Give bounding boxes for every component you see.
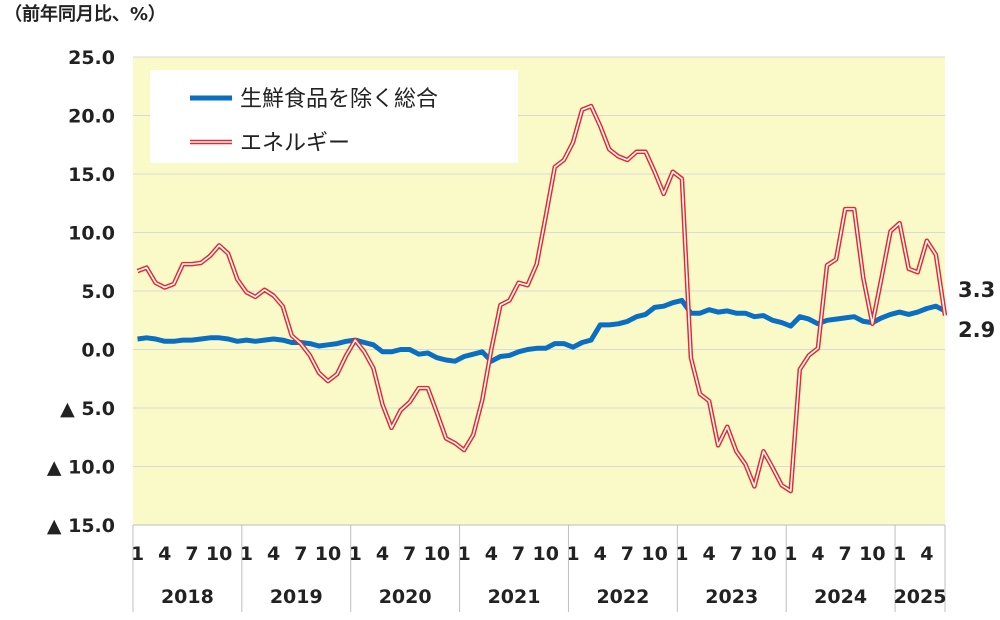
series-line-core [137,105,946,492]
x-tick-label: 4 [702,543,715,565]
x-tick-label: 7 [730,543,743,565]
x-tick-label: 10 [859,543,885,565]
year-label: 2024 [814,586,867,608]
x-tick-label: 1 [457,543,470,565]
y-tick-label: 0.0 [81,340,115,362]
legend-label: 生鮮食品を除く総合 [240,87,438,112]
x-tick-label: 4 [920,543,933,565]
x-tick-label: 7 [403,543,416,565]
x-tick-label: 10 [315,543,341,565]
x-tick-label: 7 [185,543,198,565]
y-tick-label: ▲ 5.0 [60,398,115,420]
x-tick-label: 1 [131,543,144,565]
y-tick-label: 5.0 [81,281,115,303]
year-label: 2023 [705,586,758,608]
value-label: 3.3 [958,278,995,302]
y-tick-label: 20.0 [68,106,115,128]
x-tick-label: 1 [784,543,797,565]
x-tick-label: 10 [206,543,232,565]
x-tick-label: 4 [376,543,389,565]
y-tick-label: 15.0 [68,164,115,186]
series-line [137,297,947,364]
x-tick-label: 10 [424,543,450,565]
x-tick-label: 7 [294,543,307,565]
y-tick-label: 25.0 [68,47,115,69]
year-label: 2022 [596,586,649,608]
y-tick-label: ▲ 15.0 [47,515,115,537]
year-label: 2020 [379,586,432,608]
unit-label: （前年同月比、%） [4,3,166,25]
x-tick-label: 10 [750,543,776,565]
x-tick-label: 1 [893,543,906,565]
year-label: 2025 [894,586,947,608]
y-tick-label: ▲ 10.0 [47,457,115,479]
x-tick-label: 4 [267,543,280,565]
x-tick-label: 1 [675,543,688,565]
year-label: 2018 [161,586,214,608]
x-tick-label: 10 [641,543,667,565]
legend-label: エネルギー [240,131,350,156]
year-label: 2019 [270,586,323,608]
x-tick-label: 7 [839,543,852,565]
x-tick-label: 10 [533,543,559,565]
x-tick-label: 4 [158,543,171,565]
x-tick-label: 4 [485,543,498,565]
x-tick-label: 1 [566,543,579,565]
year-label: 2021 [488,586,541,608]
x-tick-label: 7 [621,543,634,565]
x-tick-label: 7 [512,543,525,565]
legend-box [150,70,518,163]
x-tick-label: 1 [240,543,253,565]
x-tick-label: 4 [811,543,824,565]
value-label: 2.9 [958,318,995,342]
x-tick-label: 1 [349,543,362,565]
y-tick-label: 10.0 [68,223,115,245]
x-tick-label: 4 [594,543,607,565]
